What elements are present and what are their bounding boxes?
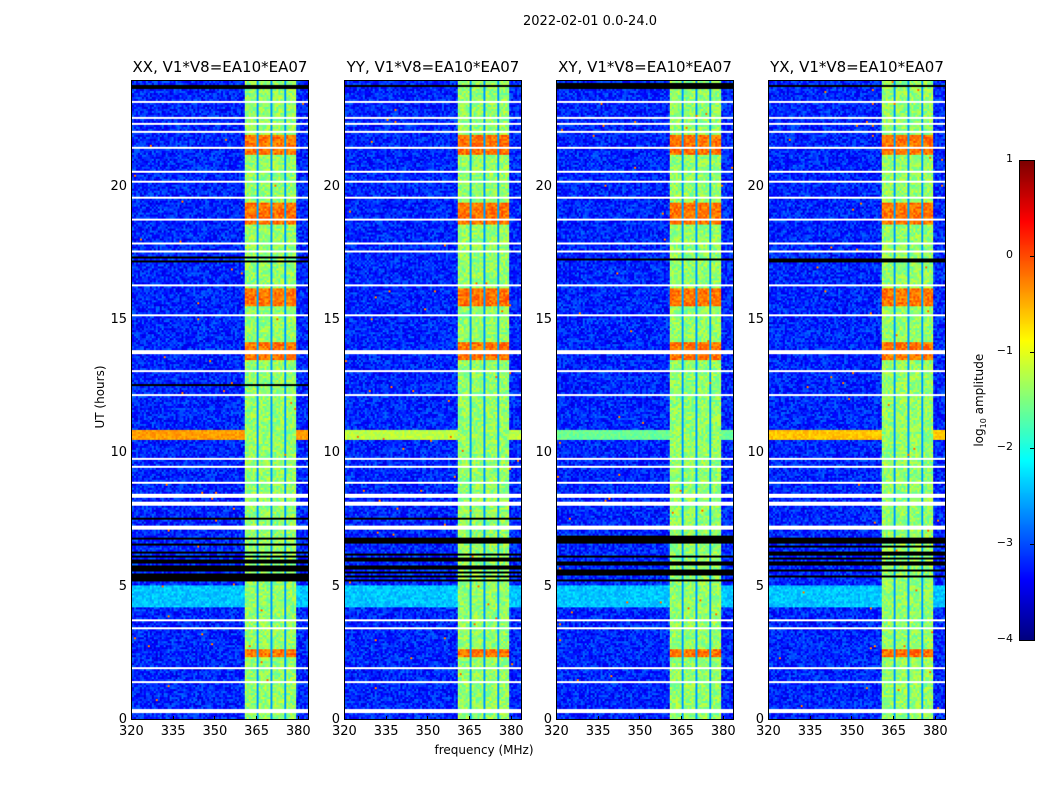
- y-tick-label: 10: [747, 445, 764, 461]
- y-tick-label: 10: [323, 445, 340, 461]
- y-tick-label: 0: [755, 712, 764, 727]
- x-tick-label: 365: [669, 724, 694, 739]
- figure-title: 2022-02-01 0.0-24.0: [523, 14, 657, 29]
- x-tick-label: 350: [839, 724, 865, 739]
- x-tick-mark: [256, 716, 258, 720]
- y-tick-label: 0: [543, 712, 552, 727]
- colorbar-tick-mark: [1030, 352, 1034, 353]
- panel-title: YY, V1*V8=EA10*EA07: [346, 58, 520, 76]
- x-tick-mark: [722, 716, 724, 720]
- y-tick-label: 20: [747, 178, 764, 194]
- y-tick-label: 0: [331, 712, 340, 727]
- y-tick-label: 15: [323, 312, 340, 327]
- colorbar-tick-mark: [1030, 160, 1034, 161]
- y-tick-label: 5: [118, 578, 127, 594]
- colorbar-tick-mark: [1030, 640, 1034, 641]
- x-tick-label: 350: [627, 724, 653, 739]
- x-tick-mark: [768, 716, 769, 720]
- colorbar-tick-label: 1: [1006, 152, 1013, 165]
- x-tick-mark: [597, 716, 599, 720]
- colorbar-tick-label: −1: [996, 344, 1013, 357]
- y-tick-label: 10: [110, 445, 127, 461]
- x-tick-label: 380: [285, 724, 311, 739]
- waterfall-panel-xy: [556, 80, 734, 720]
- x-tick-label: 365: [457, 724, 482, 739]
- x-tick-label: 335: [797, 724, 823, 739]
- x-tick-label: 350: [415, 724, 441, 739]
- x-tick-mark: [172, 716, 174, 720]
- x-tick-mark: [934, 716, 936, 720]
- panel-title: XX, V1*V8=EA10*EA07: [132, 58, 308, 76]
- x-tick-mark: [469, 716, 471, 720]
- x-tick-mark: [851, 716, 853, 720]
- colorbar: [1019, 160, 1035, 641]
- x-tick-mark: [681, 716, 683, 720]
- x-tick-label: 365: [881, 724, 906, 739]
- waterfall-panel-yy: [344, 80, 522, 720]
- colorbar-tick-label: 0: [1006, 248, 1013, 261]
- x-tick-label: 335: [373, 724, 399, 739]
- colorbar-tick-label: −3: [996, 536, 1013, 549]
- y-tick-label: 15: [110, 312, 127, 327]
- y-axis-label: UT (hours): [93, 365, 107, 429]
- x-tick-mark: [809, 716, 811, 720]
- y-tick-label: 20: [110, 178, 127, 194]
- waterfall-panel-yx: [768, 80, 946, 720]
- x-tick-mark: [344, 716, 345, 720]
- y-tick-label: 20: [323, 178, 340, 194]
- y-tick-label: 5: [543, 578, 552, 594]
- x-tick-label: 320: [756, 724, 781, 739]
- x-tick-mark: [385, 716, 387, 720]
- x-tick-mark: [639, 716, 641, 720]
- y-tick-label: 5: [755, 578, 764, 594]
- x-tick-mark: [131, 716, 132, 720]
- x-tick-label: 320: [332, 724, 357, 739]
- x-tick-mark: [427, 716, 429, 720]
- x-tick-label: 335: [585, 724, 611, 739]
- colorbar-label-main: log: [971, 428, 986, 447]
- x-tick-label: 320: [119, 724, 144, 739]
- y-tick-label: 0: [118, 712, 127, 727]
- y-tick-label: 10: [535, 445, 552, 461]
- x-axis-label: frequency (MHz): [434, 743, 534, 757]
- colorbar-tick-mark: [1030, 544, 1034, 545]
- y-tick-label: 15: [747, 312, 764, 327]
- x-tick-mark: [297, 716, 299, 720]
- colorbar-tick-mark: [1030, 448, 1034, 449]
- colorbar-tick-mark: [1030, 256, 1034, 257]
- panel-title: XY, V1*V8=EA10*EA07: [558, 58, 732, 76]
- colorbar-tick-label: −4: [996, 632, 1013, 645]
- panel-title: YX, V1*V8=EA10*EA07: [770, 58, 944, 76]
- y-tick-label: 5: [331, 578, 340, 594]
- x-tick-mark: [893, 716, 895, 720]
- x-tick-label: 350: [202, 724, 228, 739]
- waterfall-panel-xx: [131, 80, 309, 720]
- x-tick-label: 365: [244, 724, 269, 739]
- x-tick-mark: [556, 716, 557, 720]
- y-tick-label: 20: [535, 178, 552, 194]
- colorbar-tick-label: −2: [996, 440, 1013, 453]
- x-tick-label: 335: [160, 724, 186, 739]
- colorbar-label-rest: amplitude: [971, 353, 986, 419]
- x-tick-mark: [214, 716, 216, 720]
- x-tick-label: 320: [544, 724, 569, 739]
- x-tick-mark: [510, 716, 512, 720]
- colorbar-label-sub: 10: [979, 418, 989, 429]
- x-tick-label: 380: [922, 724, 948, 739]
- x-tick-label: 380: [710, 724, 736, 739]
- x-tick-label: 380: [498, 724, 524, 739]
- y-tick-label: 15: [535, 312, 552, 327]
